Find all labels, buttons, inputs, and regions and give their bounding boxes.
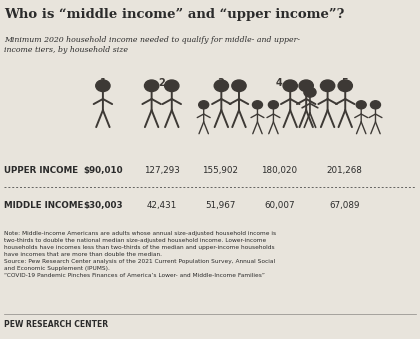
Text: 51,967: 51,967 <box>205 201 236 210</box>
Circle shape <box>356 101 366 109</box>
Text: 201,268: 201,268 <box>326 166 362 175</box>
Text: 180,020: 180,020 <box>261 166 297 175</box>
Text: 5: 5 <box>341 78 348 88</box>
Circle shape <box>304 87 316 97</box>
Circle shape <box>199 101 209 109</box>
Circle shape <box>144 80 159 92</box>
Text: UPPER INCOME: UPPER INCOME <box>4 166 78 175</box>
Text: 1: 1 <box>100 78 106 88</box>
Text: $30,003: $30,003 <box>83 201 123 210</box>
Circle shape <box>232 80 246 92</box>
Text: Minimum 2020 household income needed to qualify for middle- and upper-
income ti: Minimum 2020 household income needed to … <box>4 36 300 54</box>
Text: Note: Middle-income Americans are adults whose annual size-adjusted household in: Note: Middle-income Americans are adults… <box>4 231 276 278</box>
Circle shape <box>268 101 278 109</box>
Circle shape <box>165 80 179 92</box>
Circle shape <box>283 80 297 92</box>
Circle shape <box>338 80 352 92</box>
Circle shape <box>252 101 262 109</box>
Text: PEW RESEARCH CENTER: PEW RESEARCH CENTER <box>4 320 108 330</box>
Text: MIDDLE INCOME: MIDDLE INCOME <box>4 201 84 210</box>
Text: 67,089: 67,089 <box>329 201 360 210</box>
Text: 4: 4 <box>276 78 283 88</box>
Text: 3: 3 <box>217 78 224 88</box>
Circle shape <box>320 80 335 92</box>
Text: Who is “middle income” and “upper income”?: Who is “middle income” and “upper income… <box>4 8 344 21</box>
Circle shape <box>299 80 313 92</box>
Text: 60,007: 60,007 <box>264 201 294 210</box>
Text: 42,431: 42,431 <box>147 201 177 210</box>
Circle shape <box>214 80 228 92</box>
Circle shape <box>370 101 381 109</box>
Text: $90,010: $90,010 <box>83 166 123 175</box>
Circle shape <box>96 80 110 92</box>
Text: 127,293: 127,293 <box>144 166 180 175</box>
Text: 155,902: 155,902 <box>202 166 239 175</box>
Text: 2: 2 <box>158 78 165 88</box>
